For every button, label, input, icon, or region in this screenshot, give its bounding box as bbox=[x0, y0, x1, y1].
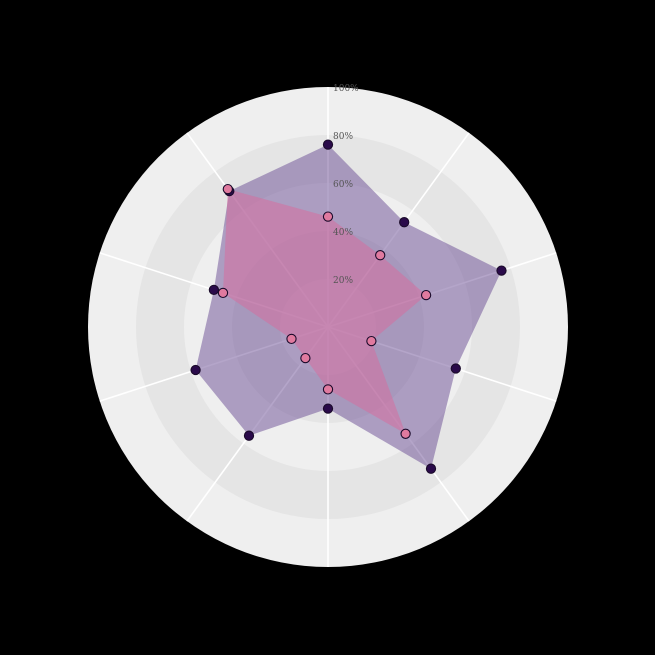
series-1-point-2 bbox=[496, 265, 507, 276]
series-1-point-1 bbox=[399, 217, 410, 228]
series-1-point-8 bbox=[208, 284, 220, 296]
series-2-point-3 bbox=[366, 335, 377, 347]
series-2-area bbox=[223, 189, 427, 434]
radar-tick-labels: 20% 40% 60% 80% 100% bbox=[333, 84, 359, 286]
series-1-point-4 bbox=[425, 463, 437, 474]
tick-label-100: 100% bbox=[333, 84, 359, 94]
radar-series bbox=[190, 139, 507, 474]
tick-label-60: 60% bbox=[333, 180, 353, 190]
series-1-point-5 bbox=[322, 403, 334, 414]
series-2-point-2 bbox=[420, 289, 432, 301]
series-2-point-7 bbox=[286, 333, 297, 345]
series-2-point-4 bbox=[400, 428, 411, 439]
series-1-point-7 bbox=[190, 364, 201, 376]
series-1-point-3 bbox=[450, 363, 461, 374]
series-1-point-6 bbox=[243, 430, 255, 441]
series-2-point-0 bbox=[322, 211, 334, 222]
series-1-point-0 bbox=[322, 139, 334, 150]
tick-label-40: 40% bbox=[333, 228, 353, 238]
tick-label-20: 20% bbox=[333, 276, 353, 286]
tick-label-80: 80% bbox=[333, 132, 353, 142]
series-2-point-5 bbox=[322, 384, 334, 395]
series-2-point-1 bbox=[375, 250, 386, 261]
series-2-point-9 bbox=[222, 183, 233, 195]
series-2-point-8 bbox=[217, 287, 229, 299]
series-2-point-6 bbox=[300, 352, 311, 364]
